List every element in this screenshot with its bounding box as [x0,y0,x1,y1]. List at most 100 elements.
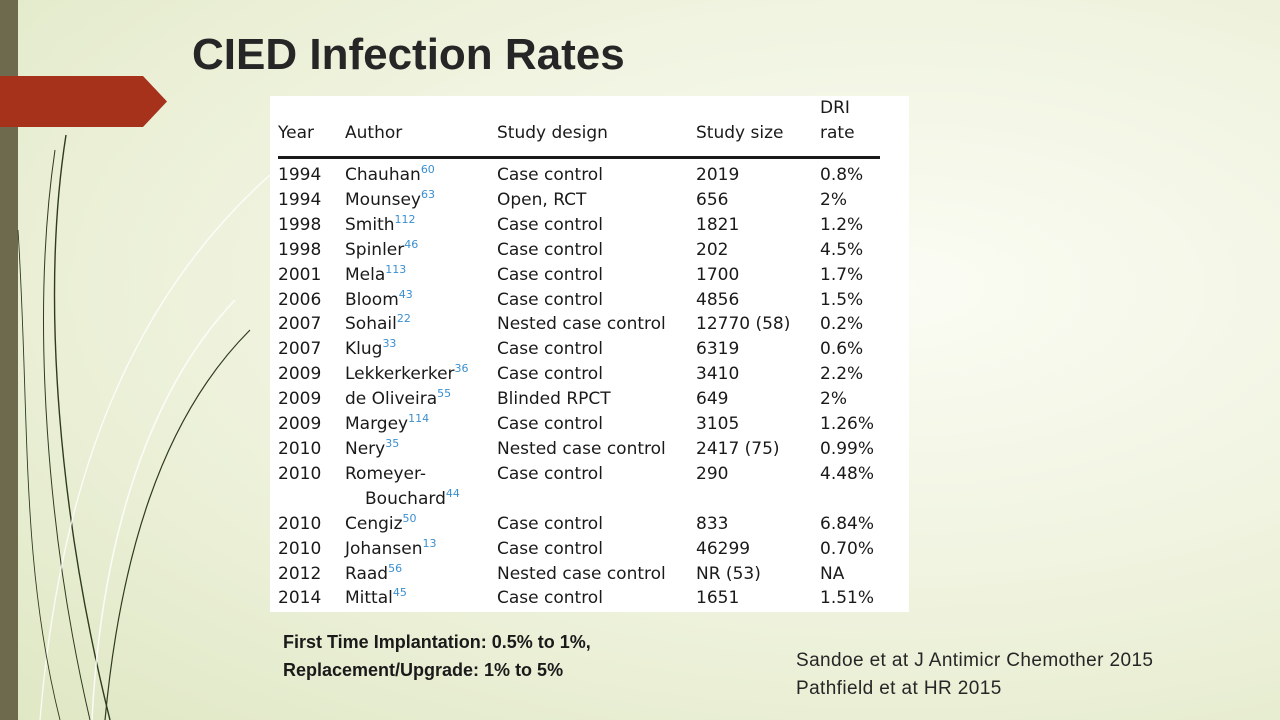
cell-year: 2007 [278,314,322,335]
cell-dri-rate: 4.5% [820,239,864,260]
cell-dri-rate: 6.84% [820,513,875,534]
reference-number: 46 [404,237,419,251]
cell-author: Mounsey63 [345,188,497,213]
cell-author: Cengiz50 [345,512,497,537]
cell-study-size: 4856 [696,289,740,310]
infection-rates-table: Year Author Study design Study size DRI … [278,96,880,611]
summary-first-implantation: First Time Implantation: 0.5% to 1%, [283,632,591,652]
cell-author: de Oliveira55 [345,387,497,412]
table-row: 2009 Margey114 Case control 3105 1.26% [278,412,880,437]
cell-author: Bloom43 [345,288,497,313]
table-header-row: Year Author Study design Study size DRI … [278,96,880,159]
slide-title: CIED Infection Rates [192,30,625,79]
cell-study-design: Case control [497,239,603,260]
cell-dri-rate: 0.99% [820,438,875,459]
cell-year: 1994 [278,165,322,185]
reference-number: 56 [388,561,403,575]
reference-number: 55 [437,387,452,401]
cell-author: Mittal45 [345,586,497,611]
cell-study-design: Open, RCT [497,189,587,210]
cell-year: 2010 [278,538,322,559]
cell-year: 2010 [278,513,322,534]
reference-number: 33 [382,337,397,351]
decorative-curves [17,134,271,720]
table-row: 2007 Klug33 Case control 6319 0.6% [278,337,880,362]
cell-study-size: 1700 [696,264,740,285]
cell-dri-rate: 2% [820,189,847,210]
cell-year: 2010 [278,463,322,484]
cell-dri-rate: 1.2% [820,214,864,235]
author-name: Mittal [345,588,393,609]
reference-number: 63 [421,187,435,201]
cell-author: Lekkerkerker36 [345,362,497,387]
author-name: Spinler [345,239,405,260]
title-accent-arrow [0,76,167,127]
cell-study-size: 1651 [696,588,740,609]
author-name: Cengiz [345,513,403,534]
cell-dri-rate: 1.51% [820,588,875,609]
citation-sandoe: Sandoe et at J Antimicr Chemother 2015 [796,650,1154,671]
cell-author: Chauhan60 [345,158,497,188]
cell-year: 2010 [278,438,322,459]
table-row: 1994 Mounsey63 Open, RCT 656 2% [278,188,880,213]
citations: Sandoe et at J Antimicr Chemother 2015 P… [796,647,1153,703]
left-sidebar-bar [0,0,18,720]
author-name-line2: Bouchard [365,488,446,509]
table-row: 2007 Sohail22 Nested case control 12770 … [278,312,880,337]
author-name: de Oliveira [345,389,438,410]
reference-number: 50 [402,511,417,525]
header-study-design: Study design [497,96,696,159]
table-row: 2012 Raad56 Nested case control NR (53) … [278,562,880,587]
cell-author: Johansen13 [345,537,497,562]
author-name: Lekkerkerker [345,364,455,385]
cell-study-size: 6319 [696,339,740,360]
cell-study-size: 12770 (58) [696,314,791,335]
cell-dri-rate: 2.2% [820,364,864,385]
cell-study-design: Case control [497,289,603,310]
author-name: Sohail [345,314,397,335]
author-name: Mela [345,264,386,285]
author-name: Klug [345,339,383,360]
cell-dri-rate: 0.70% [820,538,875,559]
cell-study-size: 2417 (75) [696,438,780,459]
reference-number: 112 [394,212,416,226]
cell-year: 1998 [278,239,322,260]
cell-study-design: Nested case control [497,563,666,584]
header-study-size: Study size [696,96,820,159]
cell-study-size: 290 [696,463,729,484]
cell-dri-rate: NA [820,563,845,584]
table-panel: Year Author Study design Study size DRI … [270,96,909,612]
table-row: 1994 Chauhan60 Case control 2019 0.8% [278,158,880,188]
cell-year: 2009 [278,364,322,385]
reference-number: 114 [408,412,430,426]
cell-author: Raad56 [345,562,497,587]
table-row: 2001 Mela113 Case control 1700 1.7% [278,263,880,288]
cell-year: 2012 [278,563,322,584]
reference-number: 13 [422,536,437,550]
cell-study-size: 833 [696,513,729,534]
table-row: 2010 Nery35 Nested case control 2417 (75… [278,437,880,462]
reference-number: 35 [385,436,400,450]
table-row: 2014 Mittal45 Case control 1651 1.51% [278,586,880,611]
reference-number: 113 [385,262,407,276]
cell-dri-rate: 0.6% [820,339,864,360]
table-row: 2009 Lekkerkerker36 Case control 3410 2.… [278,362,880,387]
cell-study-size: 46299 [696,538,751,559]
cell-author: Sohail22 [345,312,497,337]
cell-dri-rate: 2% [820,389,847,410]
cell-author: Mela113 [345,263,497,288]
cell-study-design: Blinded RPCT [497,389,611,410]
cell-author: Margey114 [345,412,497,437]
author-name: Nery [345,438,386,459]
author-name: Johansen [345,538,423,559]
reference-number: 60 [420,163,435,176]
table-row: 1998 Smith112 Case control 1821 1.2% [278,213,880,238]
cell-year: 1998 [278,214,322,235]
cell-study-design: Case control [497,588,603,609]
cell-year: 2006 [278,289,322,310]
cell-study-design: Case control [497,165,603,185]
cell-study-size: 3105 [696,414,740,435]
cell-study-size: NR (53) [696,563,761,584]
cell-dri-rate: 1.26% [820,414,875,435]
author-name-continued: Bouchard44 [345,487,497,512]
